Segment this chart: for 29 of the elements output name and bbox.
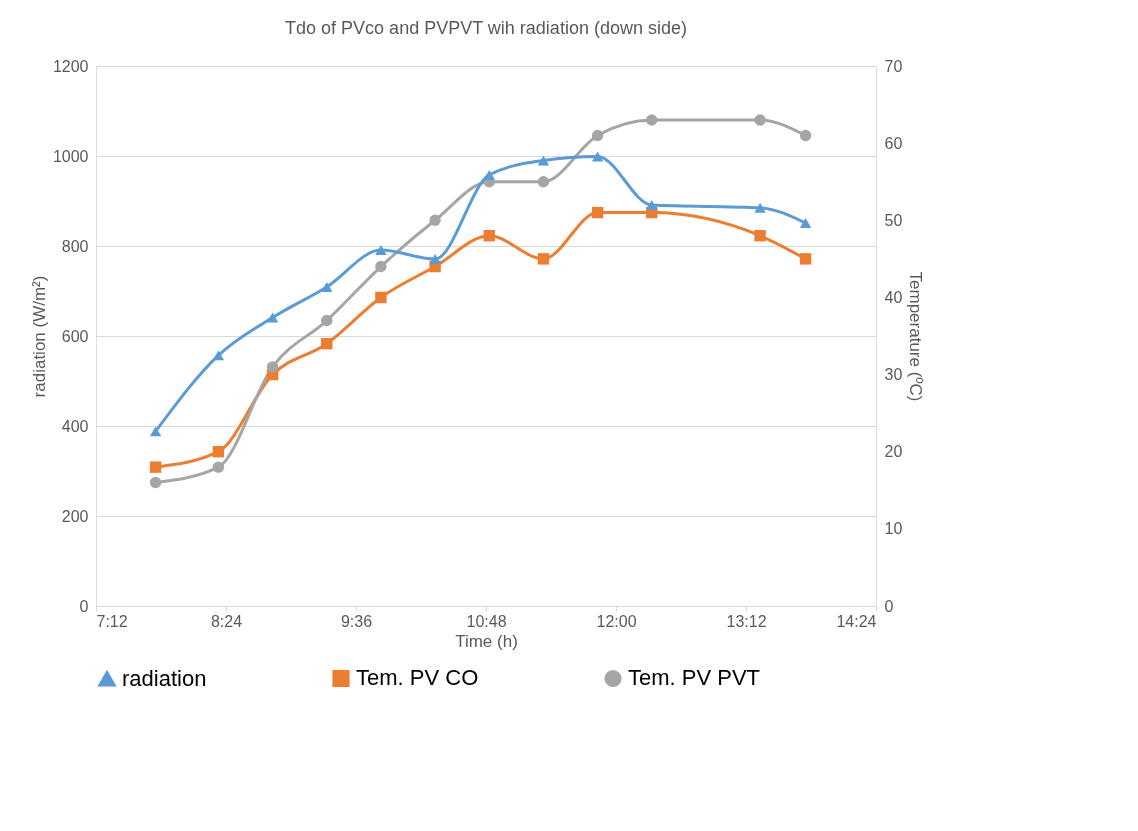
x-tick-label: 8:24 — [210, 612, 243, 630]
y2-tick-label: 70 — [884, 57, 903, 75]
y-tick-label: 1000 — [52, 147, 89, 165]
y2-tick-label: 30 — [884, 366, 903, 384]
x-tick-label: 9:36 — [340, 612, 373, 630]
y2-axis-title: Temperature (ºC) — [906, 271, 926, 402]
chart-title: Tdo of PVco and PVPVT wih radiation (down side) — [285, 18, 687, 38]
y2-tick-label: 60 — [884, 134, 903, 152]
y-tick-label: 400 — [61, 417, 89, 435]
y2-tick-label: 10 — [884, 520, 903, 538]
y2-tick-label: 40 — [884, 288, 903, 306]
y-tick-label: 1200 — [52, 57, 89, 75]
x-tick-label: 12:00 — [596, 612, 637, 630]
y-tick-label: 0 — [79, 597, 89, 615]
x-tick-label: 7:12 — [96, 612, 128, 630]
x-axis-title: Time (h) — [455, 631, 518, 651]
x-tick-label: 10:48 — [466, 612, 507, 630]
x-tick-label: 13:12 — [726, 612, 767, 630]
y2-tick-label: 20 — [884, 443, 903, 461]
legend-label: radiation — [122, 665, 207, 691]
y-tick-label: 200 — [61, 507, 89, 525]
y-tick-label: 600 — [61, 327, 89, 345]
legend-label: Tem. PV CO — [356, 665, 479, 691]
x-tick-label: 14:24 — [836, 612, 877, 630]
legend-label: Tem. PV PVT — [628, 665, 761, 691]
y2-tick-label: 0 — [884, 597, 894, 615]
y-tick-label: 800 — [61, 237, 89, 255]
y2-tick-label: 50 — [884, 211, 903, 229]
y-axis-title: radiation (W/m²) — [29, 275, 49, 398]
